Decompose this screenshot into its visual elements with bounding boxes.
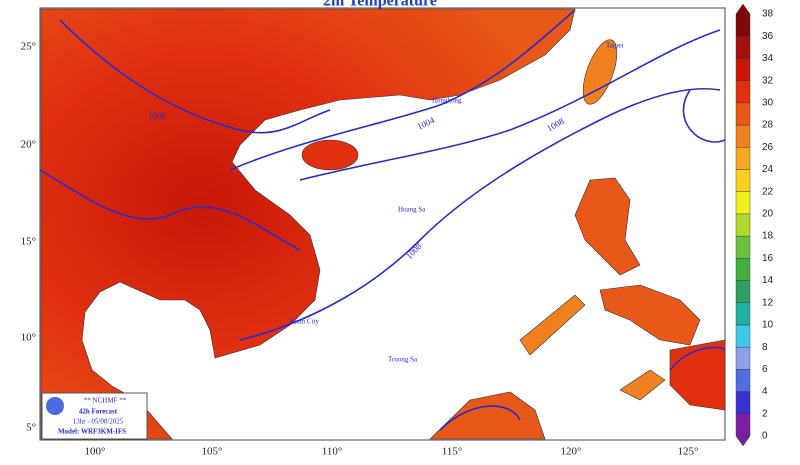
isobar-label: 1000: [148, 111, 167, 121]
colorbar-segment: [735, 369, 751, 392]
forecast: 42h Forecast: [79, 408, 118, 416]
colorbar-segment: [735, 191, 751, 215]
colorbar-label: 38: [762, 9, 774, 20]
colorbar-segment: [735, 169, 751, 192]
colorbar-label: 10: [762, 320, 774, 331]
colorbar-label: 20: [762, 209, 774, 220]
place: Taipei: [606, 42, 623, 50]
longitude-label: 115°: [442, 446, 463, 458]
colorbar-segment: [735, 391, 751, 414]
colorbar-label: 16: [762, 253, 774, 264]
place: Hoang Sa: [398, 206, 426, 214]
colorbar-segment: [735, 58, 751, 81]
colorbar-label: 0: [762, 431, 768, 442]
place: Hongkong: [432, 97, 462, 105]
land: [40, 8, 726, 440]
latitude-label: 10°: [21, 332, 36, 344]
colorbar-segment: [735, 213, 751, 237]
colorbar-segment: [735, 413, 751, 437]
colorbar-label: 2: [762, 408, 768, 419]
colorbar-arrow: [735, 3, 751, 15]
colorbar-label: 34: [762, 53, 774, 64]
colorbar-label: 32: [762, 75, 774, 86]
colorbar-segment: [735, 324, 751, 348]
agency: ** NCHMF **: [84, 397, 127, 405]
colorbar-label: 6: [762, 364, 768, 375]
latitude-label: 15°: [21, 236, 36, 248]
logo: [46, 397, 64, 415]
longitude-label: 105°: [202, 446, 223, 458]
colorbar-segment: [735, 36, 751, 59]
colorbar-segment: [735, 346, 751, 370]
isobars: [39, 9, 726, 431]
colorbar-segment: [735, 80, 751, 104]
colorbar-segment: [735, 258, 751, 281]
colorbar-label: 14: [762, 275, 774, 286]
title: 2m Temperature: [323, 0, 437, 10]
colorbar-segment: [735, 147, 751, 170]
colorbar-segment: [735, 124, 751, 148]
info-box: ** NCHMF ** 42h Forecast 13hr - 05/08/20…: [41, 392, 148, 440]
colorbar-label: 28: [762, 120, 774, 131]
colorbar-label: 18: [762, 231, 774, 242]
latitude-label: 5°: [26, 422, 36, 434]
time: 13hr - 05/08/2025: [73, 418, 124, 426]
colorbar-label: 30: [762, 97, 774, 108]
colorbar-label: 4: [762, 386, 768, 397]
colorbar-label: 8: [762, 342, 768, 353]
colorbar-segment: [735, 302, 751, 326]
latitude-label: 25°: [21, 41, 36, 53]
longitude-label: 100°: [85, 446, 106, 458]
place: Minh City: [290, 318, 319, 326]
colorbar-arrow: [735, 435, 751, 447]
longitude-label: 110°: [322, 446, 343, 458]
colorbar-segment: [735, 280, 751, 303]
colorbar-label: 24: [762, 164, 774, 175]
colorbar-label: 26: [762, 142, 774, 153]
latitude-label: 20°: [21, 139, 36, 151]
colorbar-label: 22: [762, 186, 774, 197]
longitude-label: 120°: [561, 446, 582, 458]
colorbar-segment: [735, 102, 751, 126]
colorbar-segment: [735, 13, 751, 37]
place: Truong Sa: [388, 356, 418, 364]
colorbar-label: 36: [762, 31, 774, 42]
model: Model: WRF3KM-IFS: [58, 428, 126, 436]
colorbar-segment: [735, 235, 751, 259]
colorbar-label: 12: [762, 297, 774, 308]
longitude-label: 125°: [678, 446, 699, 458]
